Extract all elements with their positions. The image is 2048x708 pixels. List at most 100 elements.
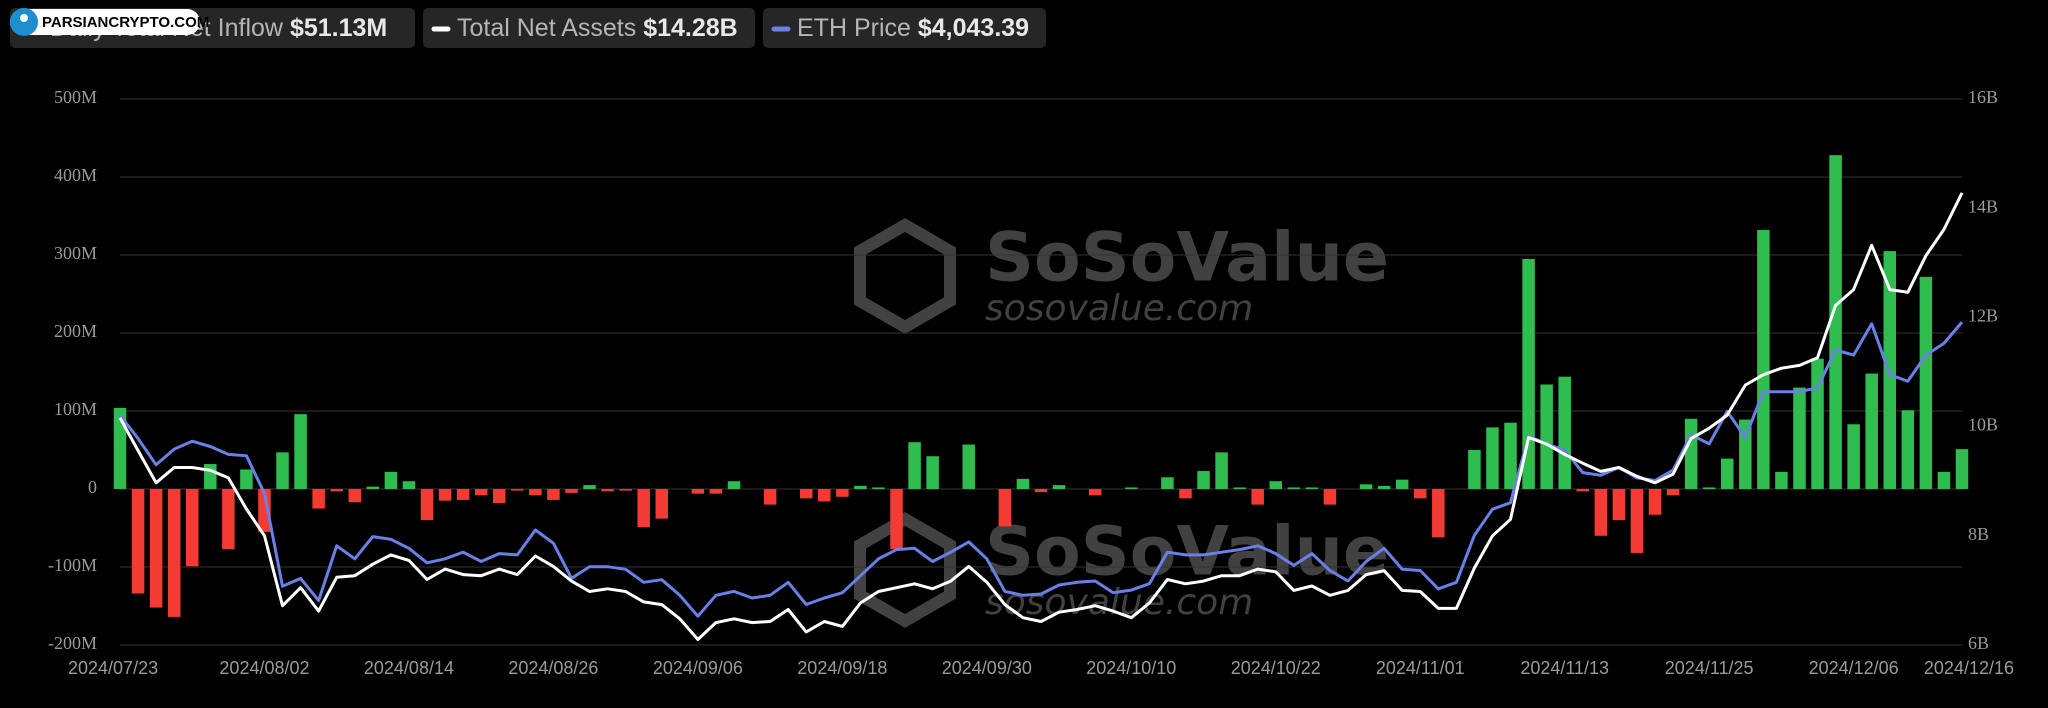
x-tick-label: 2024/09/06 (653, 658, 743, 678)
x-tick-label: 2024/08/14 (364, 658, 454, 678)
bar (420, 489, 434, 521)
x-tick-label: 2024/09/30 (942, 658, 1032, 678)
bar (1829, 155, 1842, 489)
bar (294, 414, 307, 489)
bar (1287, 487, 1301, 489)
y-tick-label: 300M (54, 243, 97, 263)
bar (1179, 489, 1192, 499)
bar (529, 489, 542, 496)
bar (1034, 489, 1048, 493)
bar (384, 471, 398, 489)
bar (763, 489, 777, 505)
bar (583, 485, 596, 489)
bar (1197, 471, 1210, 489)
watermark-url: sosovalue.com (985, 582, 1253, 623)
y2-tick-label: 16B (1968, 87, 1998, 107)
bar (1612, 489, 1626, 521)
bar (1955, 449, 1969, 489)
bar (149, 489, 163, 608)
bar (131, 489, 145, 594)
bar (799, 489, 813, 499)
legend-name: ETH Price (797, 14, 911, 42)
overlay-icon (20, 14, 28, 22)
x-tick-label: 2024/11/01 (1376, 658, 1465, 678)
bar (908, 442, 921, 489)
bar (1251, 489, 1264, 505)
bar (1161, 477, 1174, 489)
plot: -200M -100M 0 100M 200M 300M 400M 500M 6B 8B 10B 12… (48, 87, 2014, 678)
watermark: SoSoValue (985, 513, 1389, 592)
bar (366, 486, 380, 489)
bar (402, 481, 416, 489)
bar (818, 489, 831, 502)
bar (1052, 485, 1066, 489)
line (118, 192, 1964, 641)
bar (185, 489, 199, 567)
x-tick-label: 2024/11/25 (1665, 658, 1754, 678)
bar (1486, 427, 1499, 489)
bar (601, 489, 614, 492)
x-tick-label: 2024/09/18 (797, 658, 887, 678)
bar (348, 489, 362, 503)
bar (1775, 471, 1788, 489)
bar (890, 489, 903, 550)
legend-entry: Total Net Assets $14.28B (457, 14, 738, 42)
y2-tick-label: 8B (1968, 524, 1989, 544)
bar (312, 489, 325, 509)
x-tick-label: 2024/12/16 (1924, 658, 2014, 678)
bar (1269, 481, 1283, 489)
overlay-logo: PARSIANCRYPTO.COM (10, 8, 209, 36)
y2-tick-label: 14B (1968, 196, 1998, 216)
x-tick-label: 2024/12/06 (1809, 658, 1899, 678)
bar (565, 489, 578, 493)
bar (511, 489, 524, 491)
bar (1233, 487, 1246, 489)
bar (1630, 489, 1644, 553)
legend-value: $51.13M (290, 14, 387, 42)
x-tick-label: 2024/11/13 (1520, 658, 1609, 678)
bar (1576, 489, 1590, 492)
bar (1468, 450, 1481, 489)
bar (1377, 485, 1391, 489)
bar (691, 489, 705, 494)
bar (836, 489, 849, 497)
bar (1666, 489, 1680, 496)
bar (709, 489, 723, 494)
bar (167, 489, 181, 617)
bar (330, 489, 343, 492)
bar (854, 485, 867, 489)
bar (962, 444, 976, 489)
bar (1648, 489, 1662, 515)
bar (113, 407, 127, 489)
bar (240, 469, 253, 489)
bar (1558, 376, 1571, 489)
bar (1125, 487, 1138, 489)
legend-name: Total Net Assets (457, 14, 636, 42)
bar (637, 489, 650, 528)
legend-box (763, 8, 1046, 48)
x-tick-label: 2024/08/02 (219, 658, 309, 678)
bar (1088, 489, 1102, 496)
bar (1215, 452, 1228, 489)
bar (1901, 410, 1915, 489)
y-tick-label: 0 (88, 477, 97, 497)
bar (438, 489, 452, 501)
y-tick-label: 100M (54, 399, 97, 419)
x-tick-label: 2024/10/22 (1231, 658, 1321, 678)
y-tick-label: 400M (54, 165, 97, 185)
y2-tick-label: 6B (1968, 633, 1989, 653)
y-tick-label: -200M (48, 633, 97, 653)
x-tick-label: 2024/10/10 (1086, 658, 1176, 678)
bar (1684, 418, 1698, 489)
y-tick-label: -100M (48, 555, 97, 575)
watermark: SoSoValue (985, 219, 1389, 298)
bar (1793, 387, 1806, 489)
y-tick-label: 500M (54, 87, 97, 107)
bar (926, 456, 939, 489)
watermark-layer: SoSoValue sosovalue.com SoSoValue sosova… (854, 218, 1389, 628)
bar (1540, 384, 1553, 489)
bar (1305, 487, 1319, 489)
bar (619, 489, 632, 491)
